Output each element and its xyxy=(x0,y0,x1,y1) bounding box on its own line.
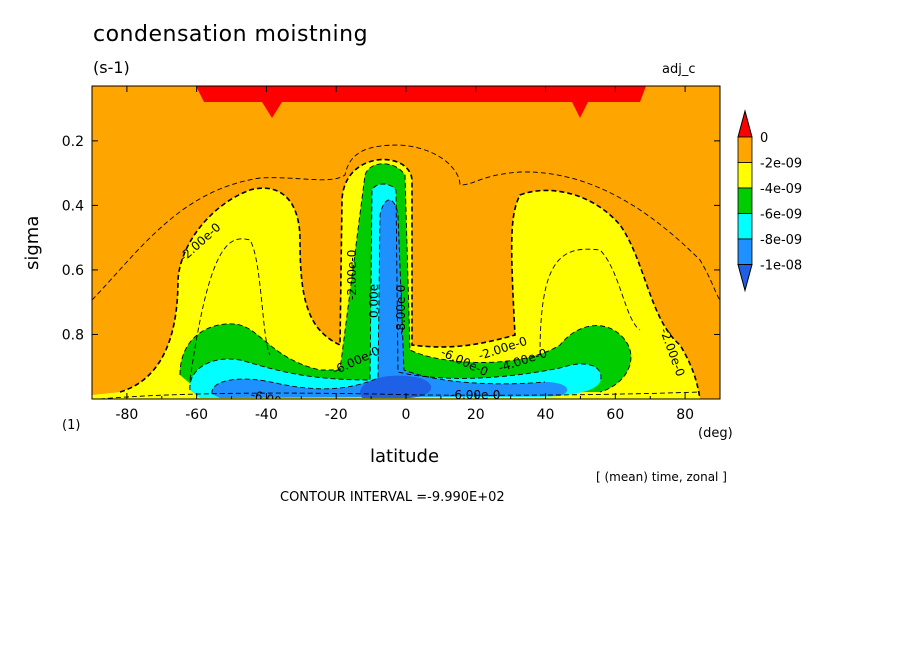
variable-code: adj_c xyxy=(662,62,696,77)
contour-line xyxy=(179,163,632,393)
y-tick-label: 0.4 xyxy=(62,198,84,214)
x-axis-unit: (deg) xyxy=(698,426,733,441)
colorbar-bottom-arrow xyxy=(737,264,753,293)
y-tick-label: 0.8 xyxy=(62,327,84,343)
x-tick-label: 60 xyxy=(606,407,624,423)
fill-level-red xyxy=(196,86,646,118)
contour-line xyxy=(119,158,701,399)
averaging-note: [ (mean) time, zonal ] xyxy=(596,470,727,484)
units-label: (s-1) xyxy=(93,58,130,77)
colorbar-segment xyxy=(737,238,753,265)
panel-label: (1) xyxy=(62,418,81,433)
colorbar-level-label: -6e-09 xyxy=(760,208,802,223)
colorbar-segment xyxy=(737,213,753,240)
colorbar-top-arrow xyxy=(737,109,753,138)
x-tick-label: -60 xyxy=(185,407,208,423)
colorbar-level-label: 0 xyxy=(760,131,768,146)
x-tick-label: 0 xyxy=(402,407,411,423)
y-tick-label: 0.2 xyxy=(62,134,84,150)
x-tick-label: 40 xyxy=(537,407,555,423)
x-tick-label: -80 xyxy=(115,407,138,423)
contour-label: -6.00e-0 xyxy=(249,387,301,414)
contour-line xyxy=(211,199,546,395)
colorbar-level-label: -8e-09 xyxy=(760,233,802,248)
y-tick-label: 0.6 xyxy=(62,263,84,279)
contour-label: -8.00e-0 xyxy=(394,285,408,335)
fill-level-blue xyxy=(211,200,568,398)
x-axis-label: latitude xyxy=(370,446,440,467)
colorbar-segment xyxy=(737,187,753,214)
x-tick-label: 20 xyxy=(467,407,485,423)
colorbar-level-label: -4e-09 xyxy=(760,182,802,197)
contour-line xyxy=(189,183,602,391)
fill-level-darkblue xyxy=(360,375,432,398)
contour-line xyxy=(92,144,720,301)
colorbar-segment xyxy=(737,136,753,163)
colorbar-level-label: -1e-08 xyxy=(760,259,802,274)
chart-title: condensation moistning xyxy=(93,22,369,47)
contour-line xyxy=(99,391,701,399)
colorbar-segment xyxy=(737,162,753,189)
contour-label: 0.00e xyxy=(367,284,381,318)
contour-field: -2.00e-0-2.00e-0-2.00e-0-2.00e-0-4.00e-0… xyxy=(92,86,720,414)
contour-label: -2.00e-0 xyxy=(345,250,359,300)
colorbar-level-label: -2e-09 xyxy=(760,157,802,172)
contour-line xyxy=(539,248,641,356)
contour-label: -6.00e-0 xyxy=(450,388,500,402)
x-tick-label: -20 xyxy=(325,407,348,423)
fill-level-green xyxy=(180,163,631,392)
contour-interval: CONTOUR INTERVAL =-9.990E+02 xyxy=(280,490,505,505)
x-tick-label: -40 xyxy=(255,407,278,423)
contour-line xyxy=(189,238,271,381)
x-tick-label: 80 xyxy=(676,407,694,423)
